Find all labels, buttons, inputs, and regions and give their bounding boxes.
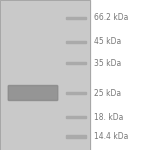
Bar [66, 41, 86, 43]
Text: 45 kDa: 45 kDa [94, 38, 122, 46]
Text: 66.2 kDa: 66.2 kDa [94, 14, 129, 22]
Bar [66, 116, 86, 118]
Text: 14.4 kDa: 14.4 kDa [94, 132, 129, 141]
Bar [66, 17, 86, 19]
Text: 18. kDa: 18. kDa [94, 112, 124, 122]
Bar [0, 0, 90, 150]
Bar [66, 92, 86, 94]
Bar [66, 62, 86, 64]
Bar [66, 135, 86, 138]
Text: 25 kDa: 25 kDa [94, 88, 122, 98]
Text: 35 kDa: 35 kDa [94, 58, 122, 68]
Bar [0, 0, 90, 150]
FancyBboxPatch shape [8, 85, 58, 100]
